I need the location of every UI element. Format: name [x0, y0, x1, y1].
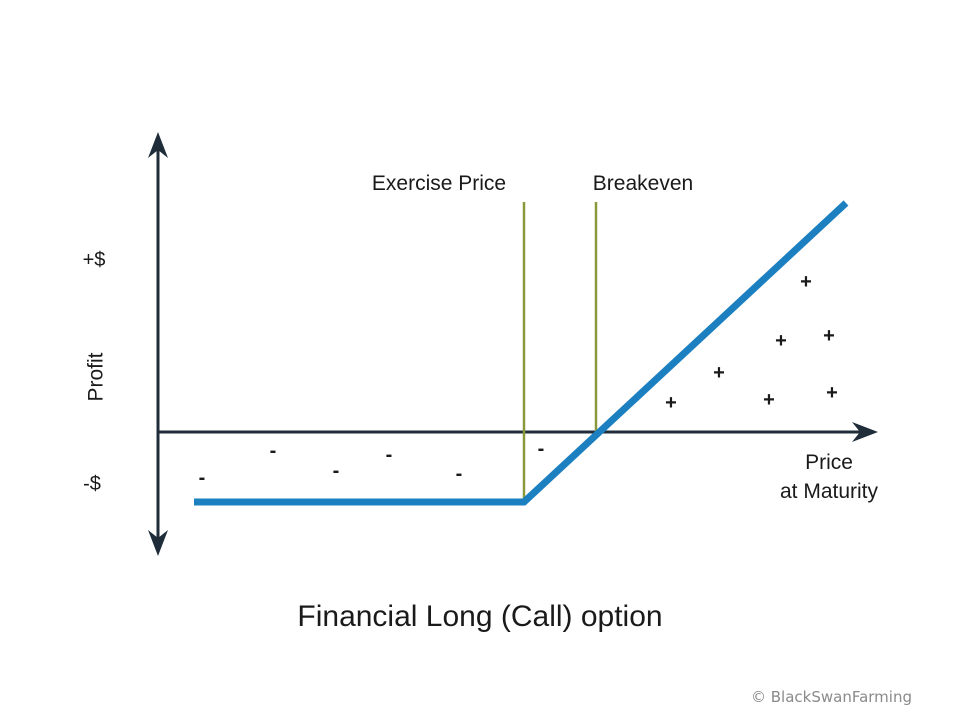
credit-text: © BlackSwanFarming	[751, 688, 912, 706]
diagram-title: Financial Long (Call) option	[297, 600, 662, 633]
profit-sign: +	[763, 389, 775, 411]
profit-sign: +	[800, 271, 812, 293]
y-axis-negative-label: -$	[83, 473, 101, 495]
profit-sign: +	[826, 382, 838, 404]
x-axis-label-line2: at Maturity	[780, 480, 879, 503]
breakeven-label: Breakeven	[593, 172, 693, 195]
profit-sign: +	[665, 392, 677, 414]
loss-sign: -	[333, 460, 340, 482]
y-axis-arrow-up-icon	[148, 132, 168, 158]
y-axis-positive-label: +$	[83, 249, 106, 271]
y-axis-label: Profit	[85, 352, 108, 401]
loss-sign: -	[386, 444, 393, 466]
profit-sign: +	[823, 325, 835, 347]
payoff-line	[194, 200, 849, 506]
profit-sign: +	[713, 362, 725, 384]
exercise-price-label: Exercise Price	[372, 172, 506, 195]
loss-sign: -	[199, 467, 206, 489]
loss-sign: -	[270, 440, 277, 462]
loss-sign: -	[456, 463, 463, 485]
x-axis-arrow-right-icon	[852, 422, 878, 442]
loss-sign: -	[538, 438, 545, 460]
profit-sign: +	[775, 330, 787, 352]
y-axis-arrow-down-icon	[148, 530, 168, 556]
x-axis-label-line1: Price	[805, 451, 853, 474]
